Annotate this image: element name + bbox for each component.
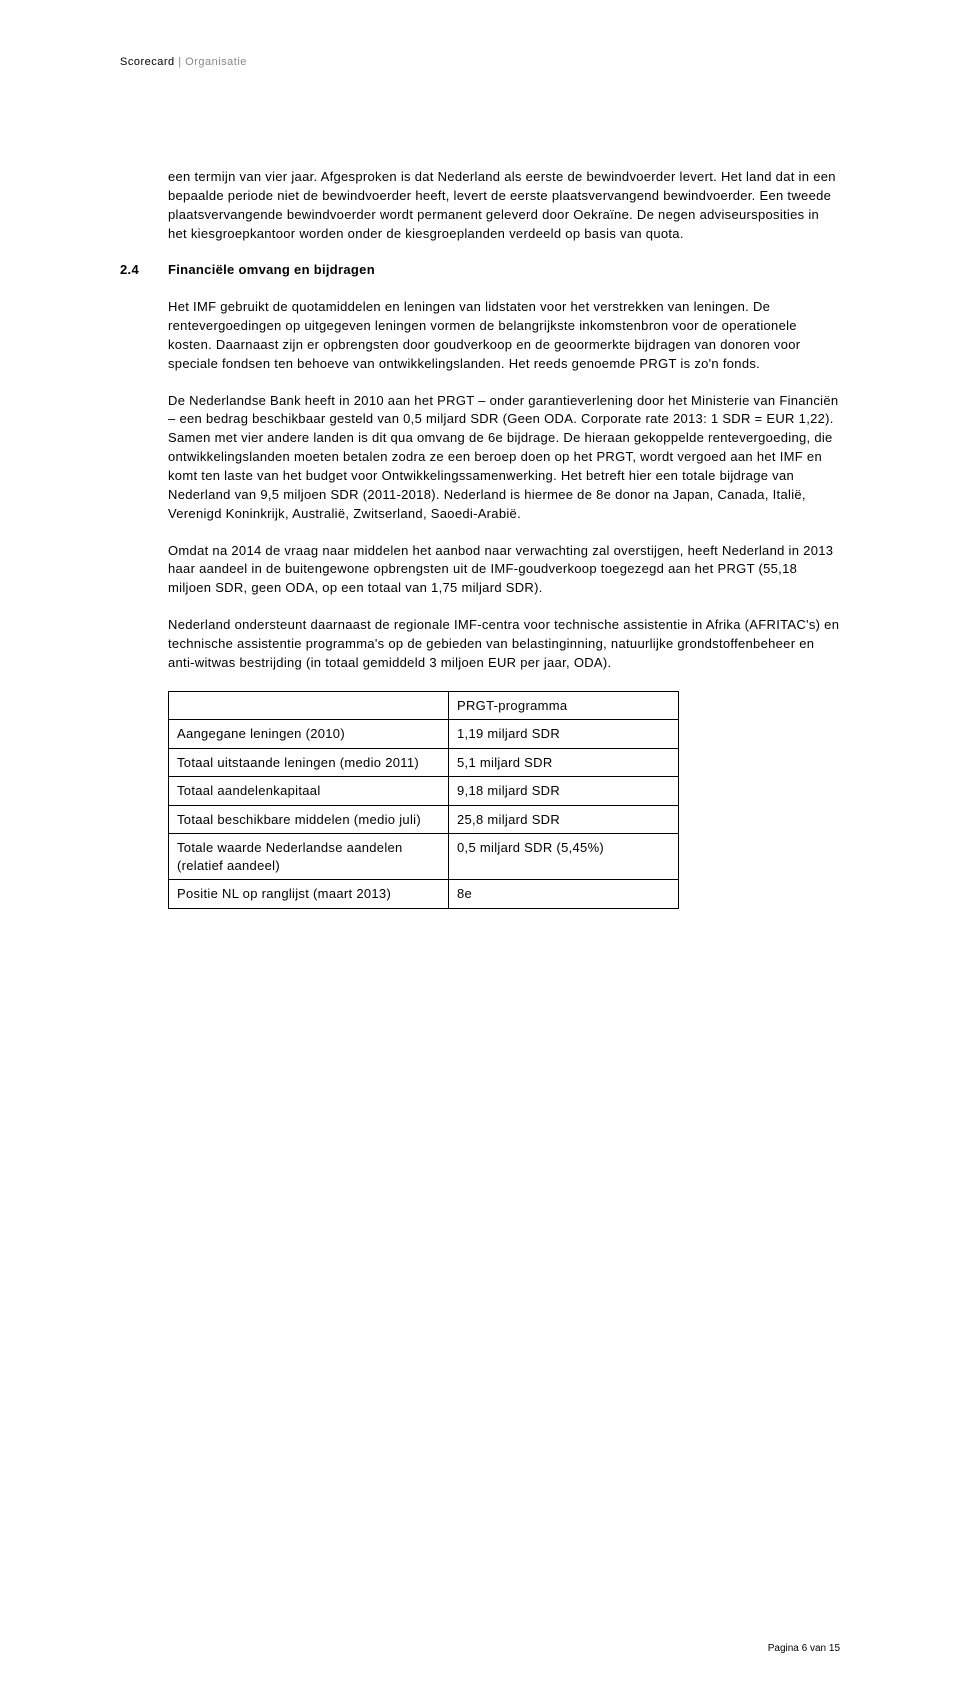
table-cell-label: Positie NL op ranglijst (maart 2013): [169, 880, 449, 909]
section-title: Financiële omvang en bijdragen: [168, 261, 375, 280]
page-content: een termijn van vier jaar. Afgesproken i…: [120, 168, 840, 909]
section-heading: 2.4 Financiële omvang en bijdragen: [120, 261, 840, 280]
table-header-value: PRGT-programma: [449, 691, 679, 720]
table-cell-label: Aangegane leningen (2010): [169, 720, 449, 749]
body-paragraph: Nederland ondersteunt daarnaast de regio…: [168, 616, 840, 673]
table-cell-value: 25,8 miljard SDR: [449, 805, 679, 834]
table-cell-empty: [169, 691, 449, 720]
table-cell-value: 0,5 miljard SDR (5,45%): [449, 834, 679, 880]
table-row: Totale waarde Nederlandse aandelen (rela…: [169, 834, 679, 880]
page-footer: Pagina 6 van 15: [768, 1643, 840, 1654]
table-row: Totaal beschikbare middelen (medio juli)…: [169, 805, 679, 834]
table-cell-value: 5,1 miljard SDR: [449, 748, 679, 777]
table-row: PRGT-programma: [169, 691, 679, 720]
header-title-main: Scorecard: [120, 56, 175, 68]
header-title-sub: Organisatie: [185, 56, 247, 68]
section-number: 2.4: [120, 261, 168, 280]
table-cell-value: 8e: [449, 880, 679, 909]
table-row: Aangegane leningen (2010) 1,19 miljard S…: [169, 720, 679, 749]
table-cell-value: 1,19 miljard SDR: [449, 720, 679, 749]
table-cell-value: 9,18 miljard SDR: [449, 777, 679, 806]
table-cell-label: Totale waarde Nederlandse aandelen (rela…: [169, 834, 449, 880]
table-row: Positie NL op ranglijst (maart 2013) 8e: [169, 880, 679, 909]
prgt-table: PRGT-programma Aangegane leningen (2010)…: [168, 691, 679, 909]
intro-paragraph: een termijn van vier jaar. Afgesproken i…: [168, 168, 840, 243]
body-paragraph: De Nederlandse Bank heeft in 2010 aan he…: [168, 392, 840, 524]
table-row: Totaal aandelenkapitaal 9,18 miljard SDR: [169, 777, 679, 806]
table-cell-label: Totaal aandelenkapitaal: [169, 777, 449, 806]
table-row: Totaal uitstaande leningen (medio 2011) …: [169, 748, 679, 777]
body-paragraph: Omdat na 2014 de vraag naar middelen het…: [168, 542, 840, 599]
table-cell-label: Totaal uitstaande leningen (medio 2011): [169, 748, 449, 777]
body-paragraph: Het IMF gebruikt de quotamiddelen en len…: [168, 298, 840, 373]
table-cell-label: Totaal beschikbare middelen (medio juli): [169, 805, 449, 834]
page-header: Scorecard | Organisatie: [120, 56, 840, 68]
header-title-sep: |: [175, 56, 185, 68]
